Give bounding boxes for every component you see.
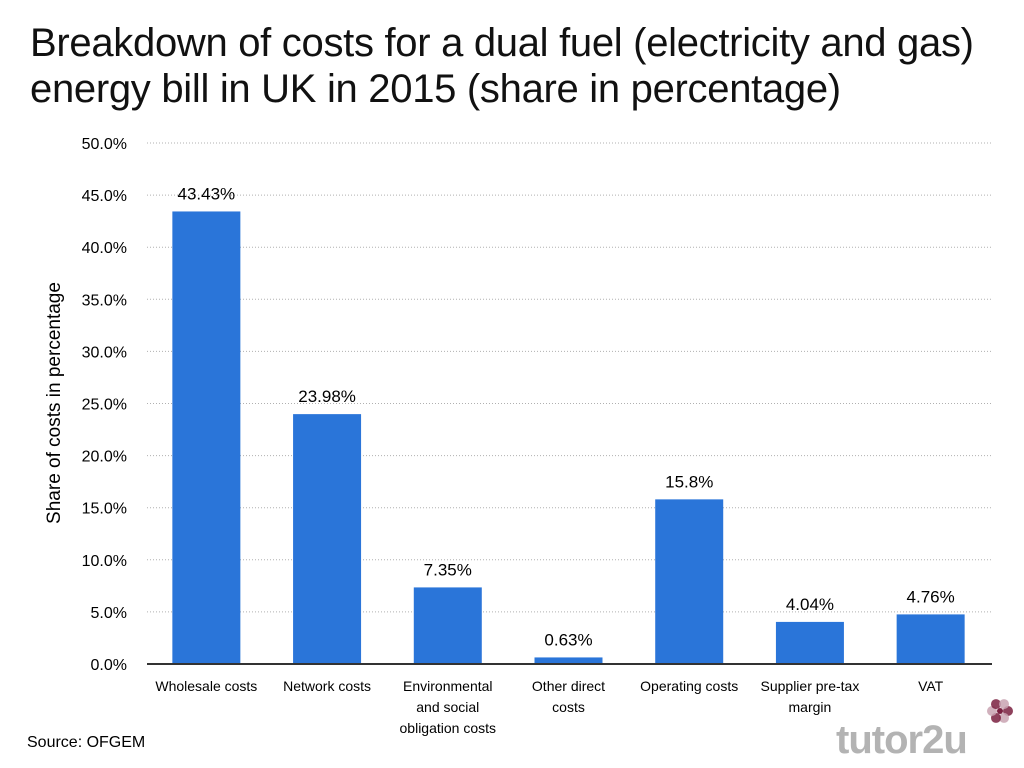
- data-label: 15.8%: [665, 472, 713, 491]
- y-tick-label: 20.0%: [82, 449, 127, 466]
- y-tick-label: 30.0%: [82, 344, 127, 361]
- category-label: and social: [416, 699, 479, 715]
- gridlines: [147, 142, 992, 613]
- data-label: 4.04%: [786, 595, 834, 614]
- category-label: Other direct: [532, 678, 605, 694]
- data-label: 23.98%: [298, 387, 356, 406]
- category-label: obligation costs: [400, 720, 497, 736]
- y-tick-label: 5.0%: [91, 605, 127, 622]
- y-tick-label: 15.0%: [82, 501, 127, 518]
- source-note: Source: OFGEM: [27, 734, 146, 751]
- category-label: costs: [552, 699, 585, 715]
- y-tick-label: 25.0%: [82, 397, 127, 414]
- bar: [896, 614, 965, 664]
- flower-logo-icon: [987, 699, 1013, 723]
- y-axis-ticks: 0.0% 5.0% 10.0% 15.0% 20.0% 25.0% 30.0% 35.0% 40…: [82, 136, 127, 674]
- category-label: VAT: [918, 678, 944, 694]
- y-tick-label: 0.0%: [91, 657, 127, 674]
- bar: [775, 621, 844, 664]
- bar: [172, 211, 241, 664]
- data-label: 4.76%: [907, 587, 955, 606]
- y-tick-label: 40.0%: [82, 240, 127, 257]
- bar: [413, 587, 482, 664]
- y-tick-label: 50.0%: [82, 136, 127, 153]
- bar: [293, 414, 362, 664]
- y-tick-label: 10.0%: [82, 553, 127, 570]
- category-label: Operating costs: [640, 678, 738, 694]
- data-label: 7.35%: [424, 560, 472, 579]
- bar: [534, 657, 603, 664]
- bars: [172, 211, 965, 664]
- chart-title: Breakdown of costs for a dual fuel (elec…: [30, 21, 974, 111]
- data-label: 43.43%: [178, 184, 236, 203]
- data-label: 0.63%: [544, 630, 592, 649]
- category-label: Network costs: [283, 678, 371, 694]
- data-labels: 43.43% 23.98% 7.35% 0.63% 15.8% 4.04% 4.76%: [178, 184, 955, 649]
- category-label: Supplier pre-tax: [761, 678, 860, 694]
- y-tick-label: 45.0%: [82, 188, 127, 205]
- category-label: Environmental: [403, 678, 493, 694]
- category-label: Wholesale costs: [155, 678, 257, 694]
- tutor2u-logo: tutor2u: [836, 718, 968, 762]
- category-label: margin: [789, 699, 832, 715]
- y-axis-label: Share of costs in percentage: [44, 282, 65, 524]
- y-tick-label: 35.0%: [82, 292, 127, 309]
- bar: [655, 499, 724, 664]
- category-labels: Wholesale costs Network costs Environmenta…: [155, 678, 943, 736]
